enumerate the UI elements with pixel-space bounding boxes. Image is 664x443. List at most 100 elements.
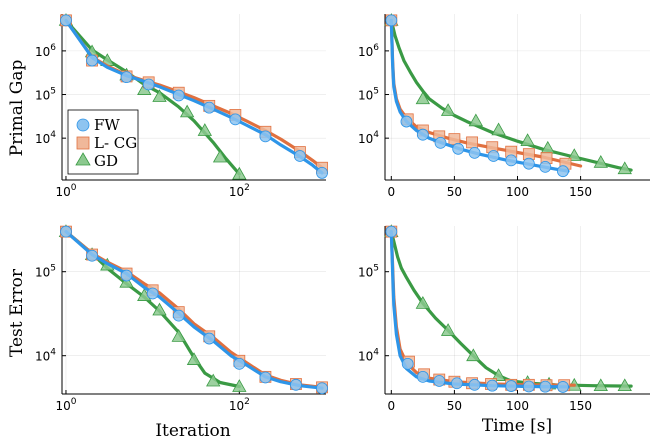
data-point-gd [415, 296, 431, 309]
x-tick-label: 0 [387, 185, 395, 199]
data-point-gd [171, 329, 186, 342]
data-point-fw [487, 150, 500, 162]
data-point-gd [593, 378, 608, 392]
data-point-fw [142, 78, 155, 91]
series-line-fw [64, 18, 324, 175]
data-point-fw [522, 157, 535, 170]
x-tick-label: 150 [569, 399, 592, 413]
data-point-fw [172, 89, 185, 102]
data-point-fw [385, 225, 398, 238]
data-point-fw [259, 130, 272, 143]
data-point-fw [539, 160, 552, 173]
legend-label-lcg: L- CG [94, 134, 137, 152]
data-point-fw [452, 142, 465, 155]
data-point-fw [416, 128, 429, 141]
data-point-fw [557, 165, 569, 178]
legend-label-gd: GD [94, 152, 118, 170]
data-point-fw [60, 225, 72, 238]
data-point-gd [119, 274, 134, 288]
x-tick-label: 150 [569, 185, 592, 199]
data-point-fw [120, 269, 133, 282]
data-point-fw [259, 371, 272, 384]
data-point-gd [466, 348, 481, 362]
series-line-fw [389, 230, 570, 389]
x-tick-label: 50 [447, 185, 462, 199]
data-point-gd [567, 148, 582, 161]
data-point-fw [229, 113, 242, 126]
data-point-fw [203, 101, 216, 114]
data-point-gd [440, 103, 456, 116]
data-point-gd [212, 149, 228, 163]
data-point-fw [468, 378, 481, 391]
data-point-gd [197, 123, 213, 136]
data-point-gd [186, 352, 202, 365]
series-line-fw [389, 18, 570, 173]
data-point-gd [491, 122, 506, 136]
data-point-fw [146, 287, 159, 300]
data-point-fw [86, 54, 98, 67]
data-point-fw [203, 332, 216, 345]
data-point-gd [520, 133, 535, 146]
data-point-fw [233, 357, 246, 370]
data-point-fw [505, 154, 518, 167]
data-point-fw [120, 71, 133, 84]
data-point-fw [433, 375, 446, 387]
data-point-gd [232, 166, 247, 180]
series-fw [385, 14, 570, 178]
x-tick-label: 50 [447, 399, 462, 413]
ylabel-test-error: Test Error [7, 268, 27, 357]
data-point-fw [60, 14, 72, 27]
legend-marker-gd [75, 152, 91, 166]
data-point-fw [290, 378, 302, 391]
data-point-gd [152, 89, 167, 102]
data-point-gd [468, 113, 484, 127]
legend-marker-lcg [76, 136, 90, 150]
x-tick-label: 0 [387, 399, 395, 413]
data-point-gd [617, 161, 632, 175]
data-point-fw [172, 309, 185, 322]
xlabel-iteration: Iteration [155, 421, 230, 441]
data-point-fw [294, 150, 306, 162]
data-point-gd [232, 379, 247, 392]
data-point-gd [593, 154, 608, 168]
ylabel-primal-gap: Primal Gap [7, 60, 27, 157]
x-tick-label: 100 [506, 185, 529, 199]
xlabel-time: Time [s] [482, 416, 552, 436]
data-point-gd [179, 104, 195, 118]
data-point-gd [415, 91, 431, 105]
data-point-fw [451, 377, 463, 390]
data-point-gd [152, 302, 167, 316]
data-point-l-cg [466, 136, 478, 149]
data-point-fw [316, 166, 328, 179]
x-tick-label: 100 [506, 399, 529, 413]
series-line-fw [64, 230, 324, 390]
data-point-fw [557, 381, 569, 393]
series-fw [385, 225, 570, 393]
legend-label-fw: FW [94, 116, 120, 134]
data-point-fw [486, 379, 499, 392]
data-point-fw [385, 14, 398, 27]
data-point-fw [539, 380, 552, 393]
data-point-fw [434, 136, 447, 149]
series-gd [384, 13, 633, 175]
data-point-fw [316, 382, 328, 395]
data-point-fw [86, 249, 98, 262]
legend: FW L- CG GD [67, 109, 139, 175]
data-point-fw [468, 146, 481, 159]
data-point-fw [522, 380, 535, 393]
data-point-gd [617, 378, 632, 392]
data-point-fw [505, 380, 518, 392]
data-point-fw [401, 357, 414, 370]
series-fw [60, 14, 328, 179]
series-fw [60, 225, 328, 395]
data-point-gd [440, 323, 456, 336]
legend-marker-fw [76, 118, 90, 132]
data-point-gd [206, 373, 221, 387]
data-point-gd [491, 368, 506, 381]
data-point-fw [416, 370, 429, 383]
data-point-fw [400, 115, 413, 128]
